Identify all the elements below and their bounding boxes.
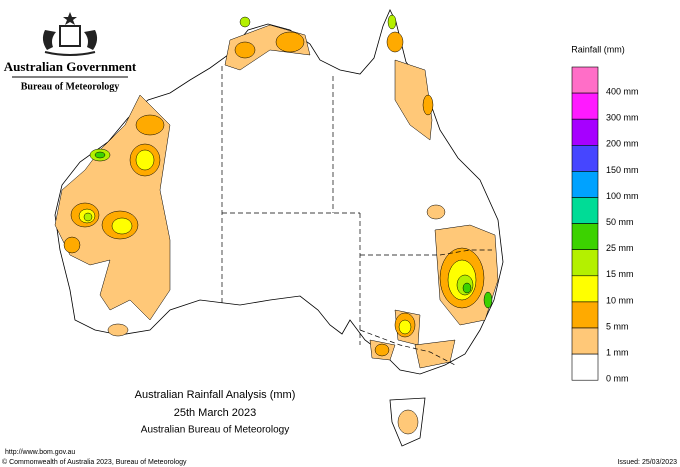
copyright: © Commonwealth of Australia 2023, Bureau… [2,458,187,466]
legend-label: 50 mm [606,217,634,227]
legend-label: 15 mm [606,269,634,279]
legend-label: 150 mm [606,165,639,175]
bureau-name: Bureau of Meteorology [21,81,120,92]
legend: Rainfall (mm) 400 mm 300 mm 200 mm 150 mm 10… [571,44,638,383]
map-date: 25th March 2023 [174,407,257,419]
rain-25mm [94,151,493,309]
legend-swatch [571,275,599,303]
state-borders [221,66,492,366]
legend-label: 200 mm [606,139,639,149]
legend-title: Rainfall (mm) [571,44,625,54]
legend-label: 300 mm [606,113,639,123]
legend-swatch [571,249,599,277]
issued-date: Issued: 25/03/2023 [617,459,677,466]
australia-map [54,9,504,447]
legend-label: 1 mm [606,347,629,357]
map-source: Australian Bureau of Meteorology [141,425,289,436]
legend-swatch [571,327,599,355]
legend-label: 10 mm [606,295,634,305]
legend-swatch [571,118,599,146]
legend-label: 400 mm [606,86,639,96]
map-title: Australian Rainfall Analysis (mm) [135,389,296,401]
legend-swatch [571,92,599,120]
legend-swatch [571,223,599,251]
url[interactable]: http://www.bom.gov.au [5,449,75,456]
legend-label: 100 mm [606,191,639,201]
legend-swatch [571,66,599,94]
government-name: Australian Government [4,59,137,74]
legend-swatch [571,197,599,224]
legend-label: 0 mm [606,374,629,384]
legend-label: 5 mm [606,321,629,331]
legend-label: 25 mm [606,243,634,253]
legend-swatch [571,145,599,172]
legend-swatch [571,301,599,329]
coat-of-arms [42,12,98,56]
legend-swatch [571,353,599,381]
legend-swatch [571,171,599,198]
